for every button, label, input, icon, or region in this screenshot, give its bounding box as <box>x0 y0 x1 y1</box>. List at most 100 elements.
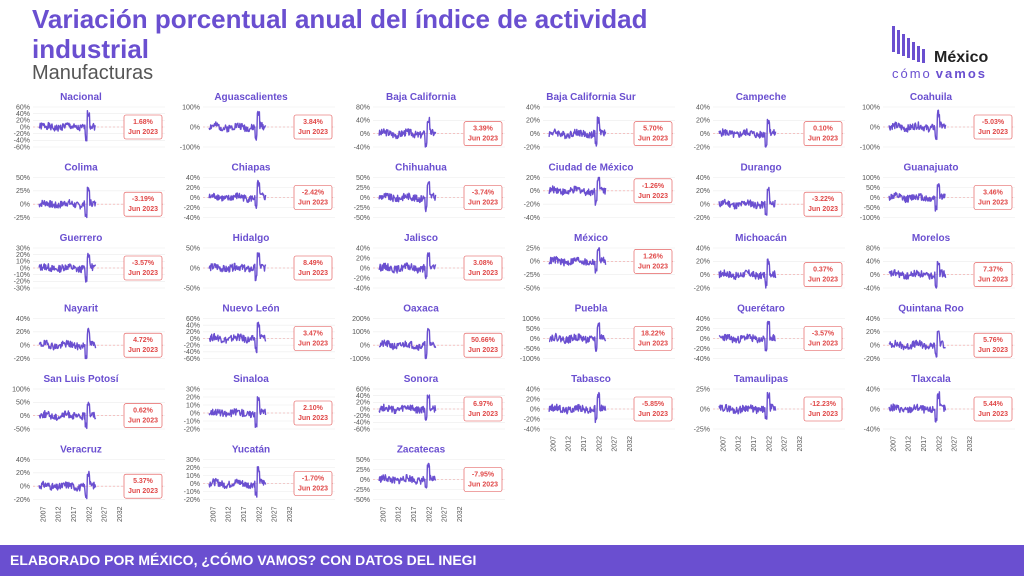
x-tick-label: 2027 <box>272 506 279 522</box>
value-label: 5.37% <box>133 478 154 485</box>
panel-title: Durango <box>740 163 781 174</box>
y-tick-label: 0% <box>530 336 540 343</box>
y-tick-label: -40% <box>184 215 200 222</box>
value-label-box <box>293 400 333 426</box>
series-line <box>38 109 96 142</box>
y-tick-label: -10% <box>184 418 200 425</box>
y-tick-label: -40% <box>524 426 540 433</box>
x-tick-label: 2022 <box>766 436 773 452</box>
y-tick-label: 0% <box>530 131 540 138</box>
value-label-box <box>633 326 673 351</box>
value-label-box <box>803 191 843 217</box>
y-tick-label: 40% <box>16 457 30 464</box>
y-tick-label: -60% <box>354 426 370 433</box>
x-tick-label: 2017 <box>241 506 248 522</box>
value-label-box <box>293 471 333 496</box>
y-tick-label: 40% <box>866 316 880 323</box>
panel: Querétaro 40% 20% 0% -20% -40% -3.57% Jun 2023 <box>694 304 845 363</box>
x-tick-label: 2007 <box>720 436 727 452</box>
y-tick-label: 40% <box>16 111 30 118</box>
date-label: Jun 2023 <box>128 206 158 213</box>
y-tick-label: 50% <box>186 245 200 252</box>
y-tick-label: 40% <box>186 322 200 329</box>
y-tick-label: 40% <box>526 386 540 393</box>
y-tick-label: 20% <box>356 400 370 407</box>
value-label-box <box>633 249 673 274</box>
value-label-box <box>123 255 163 281</box>
date-label: Jun 2023 <box>128 418 158 425</box>
date-label: Jun 2023 <box>468 482 498 489</box>
x-tick-label: 2007 <box>890 436 897 452</box>
value-label-box <box>463 396 503 422</box>
value-label: -2.42% <box>302 190 325 197</box>
y-tick-label: -20% <box>524 144 540 151</box>
y-tick-label: 20% <box>696 259 710 266</box>
date-label: Jun 2023 <box>468 347 498 354</box>
y-tick-label: 40% <box>866 259 880 266</box>
y-tick-label: -10% <box>184 489 200 496</box>
panel-title: Hidalgo <box>233 233 270 244</box>
y-tick-label: 25% <box>696 386 710 393</box>
y-tick-label: -20% <box>864 356 880 363</box>
y-tick-label: -25% <box>524 272 540 279</box>
panel: Chihuahua 50% 25% 0% -25% -50% -3.74% Jun 2023 <box>354 163 505 222</box>
x-tick-label: 2032 <box>627 436 634 452</box>
value-label: -3.22% <box>812 196 835 203</box>
y-tick-label: 0% <box>190 336 200 343</box>
y-tick-label: 0% <box>20 483 30 490</box>
panel: Colima 50% 25% 0% -25% -3.19% Jun 2023 <box>14 163 165 222</box>
value-label-box <box>123 332 163 358</box>
series-line <box>38 327 97 360</box>
y-tick-label: -60% <box>14 144 30 151</box>
y-tick-label: -100% <box>520 356 540 363</box>
y-tick-label: -50% <box>14 426 30 433</box>
value-label: -1.26% <box>642 183 665 190</box>
y-tick-label: -20% <box>524 416 540 423</box>
logo-text-como: cómo <box>892 66 932 81</box>
series-line <box>378 252 437 280</box>
x-tick-label: 2007 <box>40 506 47 522</box>
y-tick-label: -20% <box>14 497 30 504</box>
y-tick-label: 40% <box>356 118 370 125</box>
value-label-box <box>803 396 843 422</box>
value-label-box <box>293 326 333 351</box>
y-tick-label: 25% <box>356 185 370 192</box>
panel-title: Quintana Roo <box>898 304 964 315</box>
date-label: Jun 2023 <box>638 341 668 348</box>
y-tick-label: 100% <box>522 316 540 323</box>
date-label: Jun 2023 <box>298 415 328 422</box>
panel-title: Nacional <box>60 92 102 103</box>
series-line <box>378 462 437 489</box>
panel-title: Nuevo León <box>222 304 279 315</box>
logo-text-vamos: vamos <box>936 66 987 81</box>
footer-source: ELABORADO POR MÉXICO, ¿CÓMO VAMOS? CON D… <box>10 552 477 568</box>
date-label: Jun 2023 <box>808 277 838 284</box>
logo-text-mexico: México <box>934 49 988 66</box>
y-tick-label: -50% <box>524 285 540 292</box>
y-tick-label: 0% <box>190 124 200 131</box>
value-label-box <box>803 326 843 351</box>
y-tick-label: 30% <box>16 245 30 252</box>
y-tick-label: 20% <box>696 118 710 125</box>
panel: Veracruz 40% 20% 0% -20% 5.37% Jun 2023 2007 201… <box>14 445 165 522</box>
date-label: Jun 2023 <box>808 411 838 418</box>
value-label: 1.68% <box>133 119 154 126</box>
panel: Aguascalientes 100% 0% -100% 3.84% Jun 2023 <box>180 92 335 151</box>
y-tick-label: 80% <box>356 104 370 111</box>
x-tick-label: 2007 <box>550 436 557 452</box>
y-tick-label: 20% <box>16 329 30 336</box>
y-tick-label: -20% <box>694 285 710 292</box>
date-label: Jun 2023 <box>978 200 1008 207</box>
y-tick-label: 40% <box>186 175 200 182</box>
panel: Coahuila 100% 0% -100% -5.03% Jun 2023 <box>860 92 1015 151</box>
value-label: -5.03% <box>982 119 1005 126</box>
x-tick-label: 2027 <box>782 436 789 452</box>
y-tick-label: -50% <box>184 285 200 292</box>
y-tick-label: 0% <box>20 265 30 272</box>
panel-title: Jalisco <box>404 233 438 244</box>
y-tick-label: 20% <box>866 329 880 336</box>
series-line <box>548 247 607 274</box>
y-tick-label: 0% <box>530 188 540 195</box>
panel: Morelos 80% 40% 0% -40% 7.37% Jun 2023 <box>864 233 1015 292</box>
panel-title: Tlaxcala <box>911 374 951 385</box>
